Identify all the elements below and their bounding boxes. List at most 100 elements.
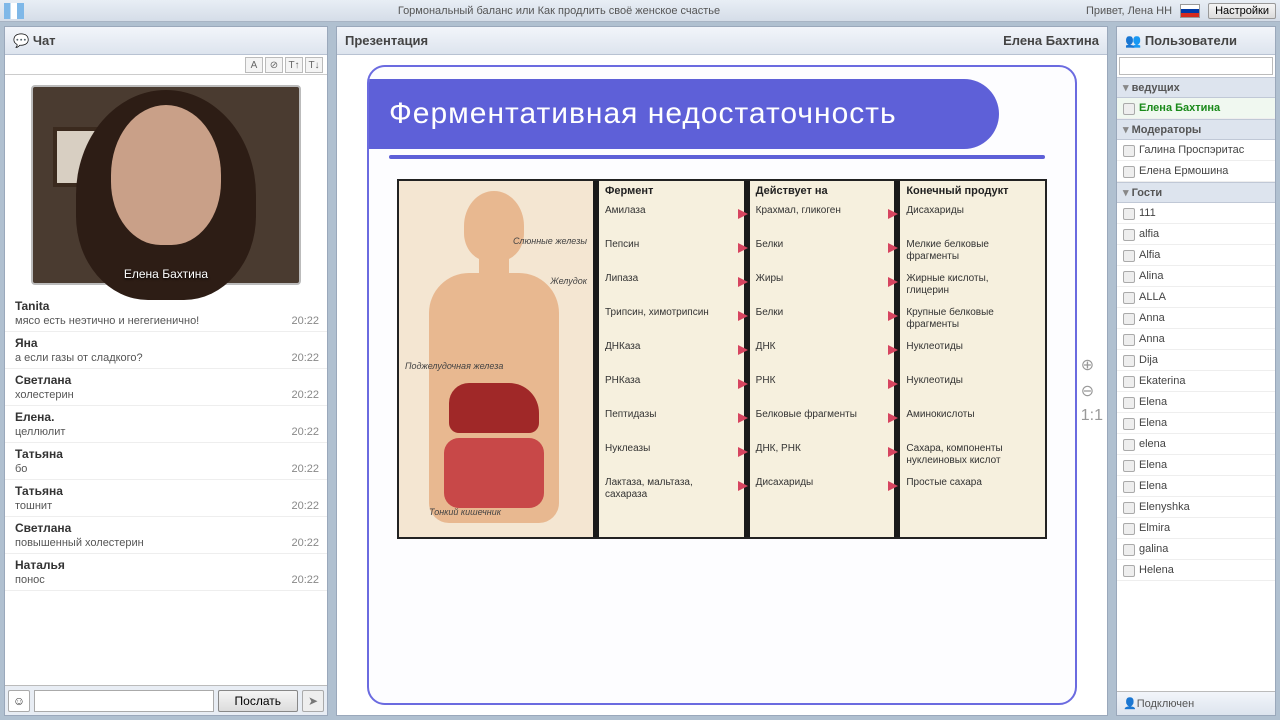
chat-message: Елена.целлюлит20:22 (5, 406, 327, 443)
msg-text: бо (15, 463, 27, 475)
chat-body: A⊘T↑T↓ Елена Бахтина Tanitaмясо есть неэ… (5, 55, 327, 685)
chat-panel: 💬 Чат A⊘T↑T↓ Елена Бахтина Tanitaмясо ес… (4, 26, 328, 716)
user-item[interactable]: Alfia (1117, 245, 1275, 266)
user-item[interactable]: Anna (1117, 329, 1275, 350)
msg-time: 20:22 (291, 463, 319, 475)
user-item[interactable]: elena (1117, 434, 1275, 455)
user-item[interactable]: Alina (1117, 266, 1275, 287)
msg-time: 20:22 (291, 500, 319, 512)
msg-text: мясо есть неэтично и негегиенично! (15, 315, 199, 327)
diagram-cell: Пепсин (605, 239, 738, 267)
presentation-title: Презентация (345, 33, 428, 48)
liver-shape (449, 383, 539, 433)
msg-time: 20:22 (291, 574, 319, 586)
user-group-header[interactable]: Модераторы (1117, 119, 1275, 140)
column-header: Конечный продукт (906, 185, 1039, 197)
user-group-header[interactable]: ведущих (1117, 77, 1275, 98)
user-item[interactable]: Elena (1117, 413, 1275, 434)
chat-message: Татьянатошнит20:22 (5, 480, 327, 517)
diagram-cell: Крупные белковые фрагменты (906, 307, 1039, 335)
user-item[interactable]: Anna (1117, 308, 1275, 329)
label-pancreas: Поджелудочная железа (405, 361, 503, 371)
msg-time: 20:22 (291, 426, 319, 438)
user-group-header[interactable]: Гости (1117, 182, 1275, 203)
user-item[interactable]: 111 (1117, 203, 1275, 224)
diagram-cell: Простые сахара (906, 477, 1039, 505)
msg-author: Наталья (15, 558, 319, 572)
format-tool[interactable]: ⊘ (265, 57, 283, 73)
users-search-input[interactable] (1119, 57, 1273, 75)
msg-time: 20:22 (291, 389, 319, 401)
diagram-cell: Белковые фрагменты (756, 409, 889, 437)
user-item[interactable]: Елена Бахтина (1117, 98, 1275, 119)
diagram-cell: Лактаза, мальтаза, сахараза (605, 477, 738, 505)
diagram-cell: Нуклеотиды (906, 341, 1039, 369)
chat-message: Светланахолестерин20:22 (5, 369, 327, 406)
chat-message: Янаа если газы от сладкого?20:22 (5, 332, 327, 369)
diagram-cell: Сахара, компоненты нуклеиновых кислот (906, 443, 1039, 471)
flag-ru-icon[interactable] (1180, 4, 1200, 18)
presentation-panel: Презентация Елена Бахтина Ферментативная… (336, 26, 1108, 716)
users-panel: 👥 Пользователи ведущихЕлена БахтинаМодер… (1116, 26, 1276, 716)
chat-title: Чат (33, 33, 56, 48)
user-item[interactable]: Helena (1117, 560, 1275, 581)
zoom-in-icon[interactable]: ⊕ (1081, 355, 1103, 375)
emoji-icon[interactable]: ☺ (8, 690, 30, 712)
users-title: Пользователи (1145, 33, 1237, 48)
user-item[interactable]: Elena (1117, 476, 1275, 497)
chat-format-toolbar: A⊘T↑T↓ (5, 55, 327, 75)
users-list: ведущихЕлена БахтинаМодераторыГалина Про… (1117, 77, 1275, 691)
user-item[interactable]: alfia (1117, 224, 1275, 245)
diagram-cell: Белки (756, 239, 889, 267)
diagram-cell: ДНК, РНК (756, 443, 889, 471)
user-item[interactable]: ALLA (1117, 287, 1275, 308)
msg-author: Светлана (15, 373, 319, 387)
user-item[interactable]: Dija (1117, 350, 1275, 371)
user-item[interactable]: Ekaterina (1117, 371, 1275, 392)
connection-status: Подключен (1137, 698, 1195, 710)
slide-title-bar: Ферментативная недостаточность (367, 79, 999, 149)
users-footer: Подключен (1117, 691, 1275, 715)
user-item[interactable]: Галина Проспэритас (1117, 140, 1275, 161)
anatomy-column: Слюнные железы Желудок Поджелудочная жел… (399, 181, 599, 537)
send-arrow-icon[interactable]: ➤ (302, 690, 324, 712)
column-header: Фермент (605, 185, 738, 197)
format-tool[interactable]: A (245, 57, 263, 73)
greeting-text: Привет, Лена НН (1086, 5, 1172, 17)
label-stomach: Желудок (550, 276, 587, 286)
chat-text-input[interactable] (34, 690, 214, 712)
zoom-reset-icon[interactable]: 1:1 (1081, 407, 1103, 425)
webinar-title: Гормональный баланс или Как продлить сво… (32, 5, 1086, 17)
presentation-body: Ферментативная недостаточность Слюнные ж… (337, 55, 1107, 715)
msg-text: целлюлит (15, 426, 65, 438)
user-item[interactable]: Elenyshka (1117, 497, 1275, 518)
msg-author: Светлана (15, 521, 319, 535)
diagram-column: ФерментАмилазаПепсинЛипазаТрипсин, химот… (599, 181, 750, 537)
user-item[interactable]: Елена Ермошина (1117, 161, 1275, 182)
label-salivary: Слюнные железы (513, 236, 587, 246)
video-face (111, 105, 221, 245)
msg-author: Татьяна (15, 447, 319, 461)
column-header: Действует на (756, 185, 889, 197)
format-tool[interactable]: T↑ (285, 57, 303, 73)
video-caption: Елена Бахтина (33, 267, 299, 281)
user-item[interactable]: Elmira (1117, 518, 1275, 539)
slide-title: Ферментативная недостаточность (389, 97, 897, 131)
msg-author: Татьяна (15, 484, 319, 498)
send-button[interactable]: Послать (218, 690, 298, 712)
zoom-out-icon[interactable]: ⊖ (1081, 381, 1103, 401)
presenter-video[interactable]: Елена Бахтина (31, 85, 301, 285)
diagram-cell: Жиры (756, 273, 889, 301)
presentation-header: Презентация Елена Бахтина (337, 27, 1107, 55)
user-item[interactable]: Elena (1117, 392, 1275, 413)
top-bar: Гормональный баланс или Как продлить сво… (0, 0, 1280, 22)
user-item[interactable]: galina (1117, 539, 1275, 560)
diagram-cell: ДНКаза (605, 341, 738, 369)
zoom-toolbar: ⊕ ⊖ 1:1 (1081, 355, 1103, 425)
format-tool[interactable]: T↓ (305, 57, 323, 73)
diagram-cell: Амилаза (605, 205, 738, 233)
presenter-name: Елена Бахтина (1003, 33, 1099, 48)
settings-button[interactable]: Настройки (1208, 3, 1276, 19)
msg-text: а если газы от сладкого? (15, 352, 143, 364)
user-item[interactable]: Elena (1117, 455, 1275, 476)
